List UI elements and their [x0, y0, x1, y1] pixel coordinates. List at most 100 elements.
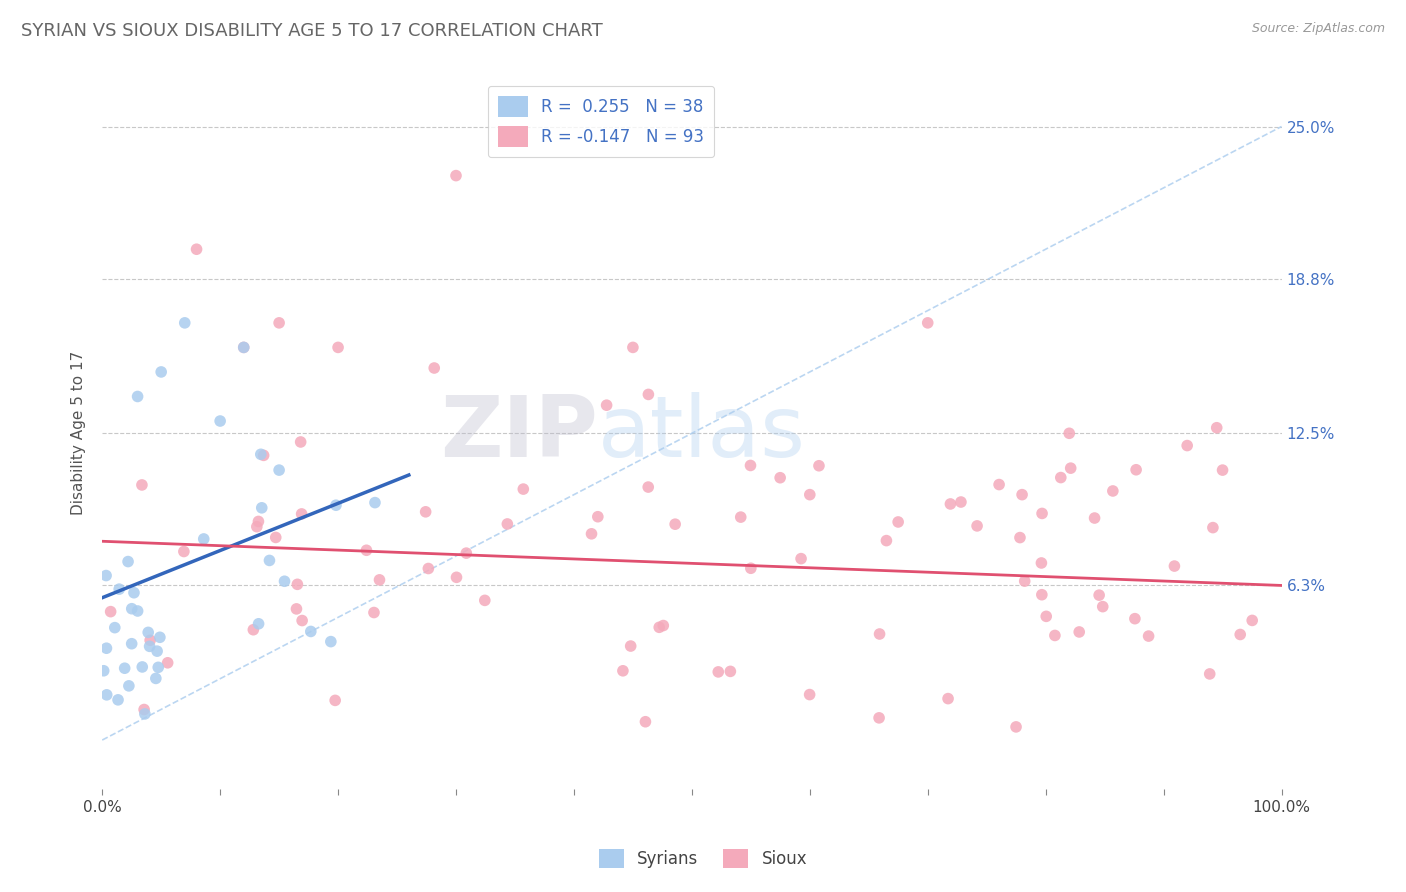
Point [868, 711, 890, 725]
Point [869, 627, 891, 641]
Point [291, 614, 314, 628]
Point [620, 639, 643, 653]
Point [249, 447, 271, 461]
Point [949, 495, 972, 509]
Point [1060, 461, 1083, 475]
Point [326, 340, 349, 354]
Point [512, 482, 534, 496]
Point [1241, 614, 1264, 628]
Legend: R =  0.255   N = 38, R = -0.147   N = 93: R = 0.255 N = 38, R = -0.147 N = 93 [488, 86, 714, 157]
Point [595, 398, 617, 412]
Point [127, 604, 149, 618]
Point [1035, 609, 1057, 624]
Point [232, 340, 254, 354]
Point [966, 519, 988, 533]
Point [1205, 421, 1227, 435]
Text: atlas: atlas [598, 392, 806, 475]
Point [131, 660, 153, 674]
Point [1031, 507, 1053, 521]
Point [247, 515, 270, 529]
Point [136, 625, 159, 640]
Point [474, 593, 496, 607]
Point [364, 495, 387, 509]
Point [173, 316, 195, 330]
Point [356, 543, 378, 558]
Point [586, 509, 609, 524]
Point [1084, 511, 1107, 525]
Point [96, 688, 118, 702]
Point [108, 582, 131, 596]
Point [146, 644, 169, 658]
Point [148, 660, 170, 674]
Point [250, 500, 273, 515]
Point [122, 585, 145, 599]
Point [93, 664, 115, 678]
Point [1229, 627, 1251, 641]
Point [139, 633, 162, 648]
Point [209, 414, 232, 428]
Point [1125, 463, 1147, 477]
Point [456, 546, 478, 560]
Y-axis label: Disability Age 5 to 17: Disability Age 5 to 17 [72, 351, 86, 516]
Point [1175, 439, 1198, 453]
Point [132, 702, 155, 716]
Point [423, 361, 446, 376]
Point [799, 688, 821, 702]
Point [121, 601, 143, 615]
Point [290, 434, 312, 449]
Point [496, 516, 519, 531]
Point [131, 478, 153, 492]
Point [875, 533, 897, 548]
Point [145, 672, 167, 686]
Point [664, 517, 686, 532]
Point [1102, 483, 1125, 498]
Point [807, 458, 830, 473]
Point [173, 544, 195, 558]
Point [193, 532, 215, 546]
Point [444, 169, 467, 183]
Point [325, 498, 347, 512]
Point [769, 471, 792, 485]
Point [718, 665, 741, 679]
Point [247, 616, 270, 631]
Point [1057, 426, 1080, 441]
Point [637, 387, 659, 401]
Point [319, 634, 342, 648]
Point [707, 665, 730, 679]
Point [1031, 588, 1053, 602]
Legend: Syrians, Sioux: Syrians, Sioux [592, 842, 814, 875]
Point [121, 637, 143, 651]
Point [363, 606, 385, 620]
Point [114, 661, 136, 675]
Point [259, 553, 281, 567]
Point [1163, 559, 1185, 574]
Point [1123, 612, 1146, 626]
Point [291, 507, 314, 521]
Point [287, 577, 309, 591]
Point [1202, 520, 1225, 534]
Point [1088, 588, 1111, 602]
Point [740, 458, 762, 473]
Point [652, 618, 675, 632]
Point [1008, 531, 1031, 545]
Point [96, 641, 118, 656]
Point [269, 463, 291, 477]
Point [94, 568, 117, 582]
Point [1005, 720, 1028, 734]
Text: Source: ZipAtlas.com: Source: ZipAtlas.com [1251, 22, 1385, 36]
Point [418, 561, 440, 575]
Point [637, 480, 659, 494]
Point [242, 623, 264, 637]
Point [273, 574, 295, 589]
Point [581, 526, 603, 541]
Point [127, 389, 149, 403]
Text: ZIP: ZIP [440, 392, 598, 475]
Point [446, 570, 468, 584]
Point [621, 340, 644, 354]
Point [117, 555, 139, 569]
Point [415, 505, 437, 519]
Point [1014, 574, 1036, 588]
Point [368, 573, 391, 587]
Point [299, 624, 322, 639]
Point [1137, 629, 1160, 643]
